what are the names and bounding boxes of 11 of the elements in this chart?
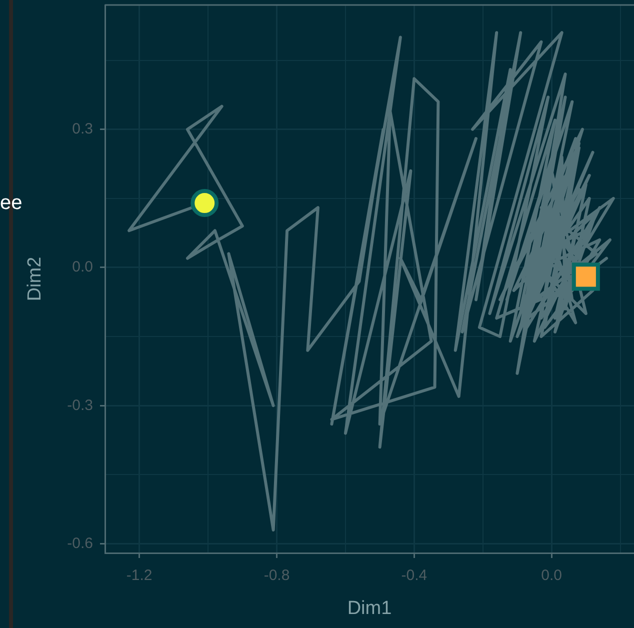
y-tick-label: -0.6 xyxy=(67,534,93,552)
x-axis-title: Dim1 xyxy=(347,598,392,619)
x-tick-label: -1.2 xyxy=(126,567,152,584)
y-tick-label: -0.3 xyxy=(67,396,93,414)
y-tick-label: 0.3 xyxy=(72,120,93,138)
x-tick-label: -0.8 xyxy=(264,567,290,584)
y-tick-label: 0.0 xyxy=(72,258,93,276)
x-tick-label: 0.0 xyxy=(541,567,562,584)
y-axis-title: Dim2 xyxy=(24,256,46,302)
x-tick-label: -0.4 xyxy=(401,567,428,584)
text: ee xyxy=(0,191,22,215)
